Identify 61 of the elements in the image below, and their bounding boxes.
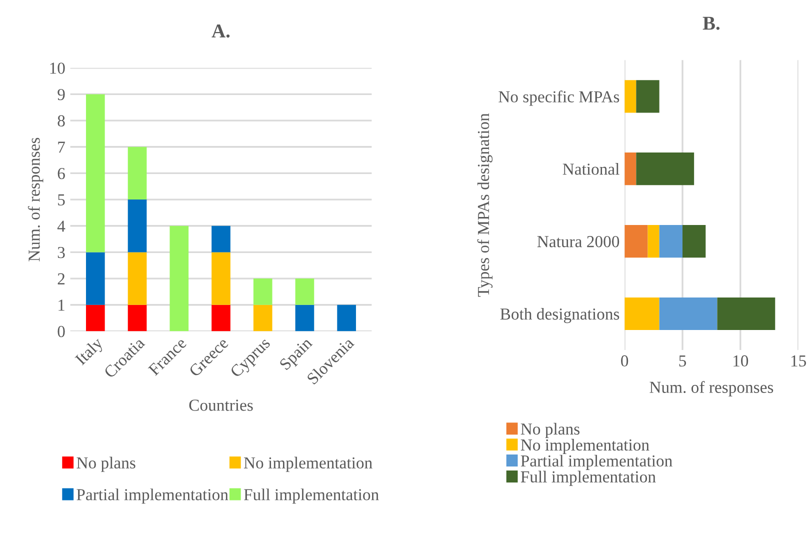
y-tick-label: 7 bbox=[58, 142, 65, 153]
bar bbox=[128, 304, 147, 332]
x-tick-label: 15 bbox=[791, 355, 806, 367]
y-tick-label: 8 bbox=[58, 115, 65, 127]
x-tick-label: Italy bbox=[74, 336, 106, 368]
y-tick-label: 10 bbox=[50, 62, 65, 74]
bar bbox=[212, 304, 230, 332]
bar bbox=[659, 297, 718, 330]
bar bbox=[253, 278, 272, 305]
bar bbox=[636, 80, 660, 113]
bar bbox=[295, 278, 314, 305]
x-axis-title: Num. of responses bbox=[650, 381, 774, 396]
y-tick-label: 2 bbox=[58, 273, 65, 284]
bar bbox=[170, 226, 189, 332]
x-axis-title: Countries bbox=[189, 400, 253, 411]
chart-title: B. bbox=[702, 16, 720, 30]
legend-label: Partial implementation bbox=[76, 488, 228, 504]
bar bbox=[86, 94, 105, 252]
y-tick-label: No specific MPAs bbox=[498, 90, 620, 106]
bar bbox=[648, 224, 660, 258]
bar bbox=[253, 304, 272, 332]
bar bbox=[636, 152, 694, 186]
y-axis-title: Num. of responses bbox=[28, 138, 44, 262]
x-tick-label: 0 bbox=[621, 355, 628, 367]
legend-label: No plans bbox=[520, 422, 580, 438]
bar bbox=[128, 252, 147, 305]
bar bbox=[337, 304, 356, 332]
y-tick-label: Both designations bbox=[500, 308, 620, 324]
bar bbox=[212, 226, 230, 252]
bar bbox=[128, 200, 147, 252]
bar bbox=[659, 224, 682, 258]
y-axis-title: Types of MPAs designation bbox=[477, 113, 493, 297]
x-tick-label: 5 bbox=[679, 355, 686, 367]
bar bbox=[295, 304, 314, 332]
y-tick-label: Natura 2000 bbox=[537, 236, 620, 248]
bar bbox=[86, 304, 105, 332]
y-tick-label: 0 bbox=[58, 326, 65, 338]
y-tick-label: 3 bbox=[58, 246, 65, 258]
bar bbox=[717, 297, 776, 330]
y-tick-label: 5 bbox=[58, 194, 65, 206]
bar bbox=[624, 152, 636, 186]
legend-label: Partial implementation bbox=[520, 454, 672, 470]
chart-title: A. bbox=[212, 24, 230, 38]
x-tick-label: 10 bbox=[734, 355, 748, 367]
bar bbox=[624, 80, 636, 113]
legend-label: Full implementation bbox=[244, 488, 379, 504]
bar bbox=[682, 224, 706, 258]
y-tick-label: 4 bbox=[57, 220, 66, 232]
y-tick-label: 9 bbox=[58, 88, 65, 100]
legend-label: No implementation bbox=[520, 438, 650, 454]
bar bbox=[86, 252, 105, 305]
y-tick-label: National bbox=[562, 163, 620, 175]
bar bbox=[624, 297, 660, 330]
legend-label: No plans bbox=[76, 456, 136, 472]
y-tick-label: 1 bbox=[58, 300, 64, 311]
bar bbox=[624, 224, 648, 258]
y-tick-label: 6 bbox=[58, 168, 65, 180]
legend-label: No implementation bbox=[244, 456, 372, 472]
bar bbox=[212, 252, 230, 305]
legend-label: Full implementation bbox=[520, 470, 656, 486]
bar bbox=[128, 146, 147, 200]
